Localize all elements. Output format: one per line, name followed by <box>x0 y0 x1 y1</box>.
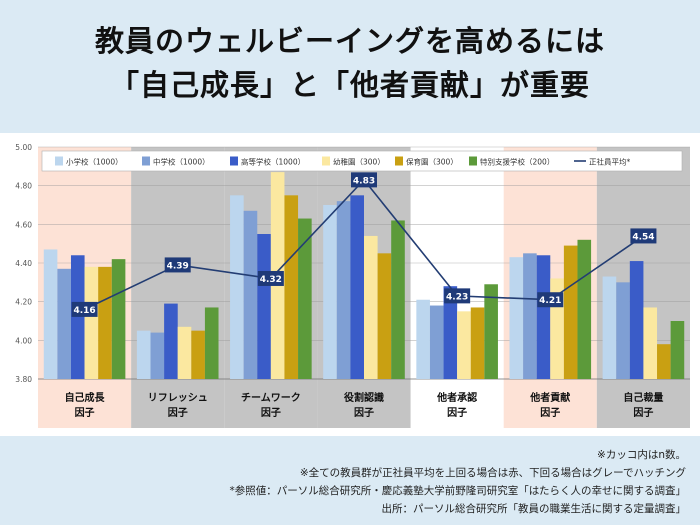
category-sublabel-1: 因子 <box>168 407 188 419</box>
footnote-source: 出所：パーソル総合研究所「教員の職業生活に関する定量調査」 <box>381 503 687 515</box>
avg-value-label: 4.21 <box>539 296 561 306</box>
y-tick-label: 5.00 <box>15 143 32 152</box>
category-label-2: チームワーク <box>241 392 301 404</box>
wellbeing-factor-chart: 4.16 4.39 4.32 4.83 4.23 4.21 4.54 3.80 4.00 4.2… <box>15 143 690 428</box>
bar-5-5 <box>577 239 592 379</box>
bar-1-5 <box>204 307 219 379</box>
category-sublabel-3: 因子 <box>354 407 374 419</box>
avg-marker-2 <box>257 270 284 286</box>
legend-label-3: 幼稚園（300） <box>333 157 385 167</box>
legend-swatch-3 <box>322 156 330 166</box>
legend-label-5: 特別支援学校（200） <box>480 157 554 167</box>
bar-0-1 <box>57 268 71 379</box>
bar-0-4 <box>98 266 112 379</box>
avg-value-label: 4.39 <box>167 261 189 271</box>
category-label-6: 自己裁量 <box>623 391 663 404</box>
bar-4-3 <box>457 311 471 379</box>
legend-swatch-4 <box>395 156 403 166</box>
bar-5-4 <box>563 245 578 379</box>
bar-4-0 <box>416 299 430 379</box>
chart-card: 4.16 4.39 4.32 4.83 4.23 4.21 4.54 3.80 4.00 4.2… <box>0 133 700 436</box>
bar-3-2 <box>350 195 364 379</box>
legend-box <box>41 150 683 172</box>
avg-marker-1 <box>164 257 191 273</box>
legend-swatch-1 <box>142 156 150 166</box>
category-sublabel-6: 因子 <box>633 407 653 419</box>
category-sublabel-0: 因子 <box>75 407 95 419</box>
category-sublabel-5: 因子 <box>540 407 560 419</box>
bar-1-4 <box>191 330 205 379</box>
bar-4-5 <box>484 284 498 379</box>
legend-label-0: 小学校（1000） <box>66 157 123 167</box>
category-band-1 <box>131 147 225 428</box>
bar-2-4 <box>284 195 299 379</box>
bar-6-2 <box>629 261 644 379</box>
bar-4-1 <box>429 305 444 379</box>
avg-marker-6 <box>630 228 657 244</box>
category-label-0: 自己成長 <box>65 391 106 404</box>
footnote-hatching: ※全ての教員群が正社員平均を上回る場合は赤、下回る場合はグレーでハッチング <box>299 467 686 479</box>
avg-marker-3 <box>351 172 377 188</box>
category-sublabel-2: 因子 <box>261 407 281 419</box>
bar-5-1 <box>523 253 537 379</box>
avg-value-label: 4.83 <box>353 176 375 186</box>
bar-3-5 <box>391 220 405 379</box>
y-tick-label: 4.00 <box>15 336 32 345</box>
category-label-3: 役割認識 <box>344 391 384 404</box>
bar-3-0 <box>323 205 337 379</box>
y-tick-label: 4.20 <box>15 298 32 307</box>
bar-0-2 <box>70 255 85 379</box>
avg-marker-5 <box>537 292 564 308</box>
bar-6-5 <box>670 321 685 379</box>
legend-swatch-5 <box>469 156 477 166</box>
legend-label-1: 中学校（1000） <box>153 157 210 167</box>
bar-0-3 <box>84 266 99 379</box>
avg-value-label: 4.54 <box>632 232 654 242</box>
y-tick-label: 4.40 <box>15 259 32 268</box>
category-label-1: リフレッシュ <box>148 392 208 404</box>
footnote-reference: *参照値：パーソル総合研究所・慶応義塾大学前野隆司研究室「はたらく人の幸せに関す… <box>229 485 686 497</box>
bar-0-0 <box>43 249 58 379</box>
bar-2-5 <box>298 218 312 379</box>
headline-line-1: 教員のウェルビーイングを高めるには <box>94 24 605 58</box>
avg-value-label: 4.23 <box>446 292 468 302</box>
y-tick-label: 4.80 <box>15 182 32 191</box>
avg-marker-4 <box>444 288 471 304</box>
bar-5-0 <box>509 257 524 379</box>
bar-3-1 <box>336 201 351 379</box>
bar-1-2 <box>164 303 178 379</box>
avg-marker-0 <box>71 301 98 317</box>
legend-swatch-2 <box>230 156 238 166</box>
bar-1-3 <box>177 326 192 379</box>
legend-label-4: 保育園（300） <box>406 157 458 167</box>
bar-6-0 <box>602 276 617 379</box>
bar-6-4 <box>657 344 671 379</box>
legend-label-2: 高等学校（1000） <box>241 157 305 167</box>
y-tick-label: 4.60 <box>15 220 32 229</box>
bar-2-2 <box>257 234 271 379</box>
footnotes: ※カッコ内はn数。 ※全ての教員群が正社員平均を上回る場合は赤、下回る場合はグレ… <box>229 446 686 518</box>
category-label-4: 他者承認 <box>436 391 477 404</box>
y-tick-label: 3.80 <box>15 375 32 384</box>
bar-6-1 <box>616 282 630 379</box>
bar-6-3 <box>643 307 658 379</box>
avg-value-label: 4.32 <box>260 275 282 285</box>
bar-0-5 <box>111 259 126 379</box>
bar-5-2 <box>536 255 551 379</box>
avg-value-label: 4.16 <box>73 306 95 316</box>
footnote-sample-size: ※カッコ内はn数。 <box>597 449 686 461</box>
bar-2-1 <box>243 210 258 379</box>
headline-line-2: 「自己成長」と「他者貢献」が重要 <box>109 68 590 102</box>
bar-4-2 <box>443 286 458 379</box>
legend-line-label: 正社員平均* <box>589 157 630 167</box>
bar-1-1 <box>150 332 165 379</box>
category-sublabel-4: 因子 <box>447 407 467 419</box>
bar-1-0 <box>136 330 151 379</box>
bar-3-3 <box>364 235 378 379</box>
legend-swatch-0 <box>55 156 63 166</box>
bar-3-4 <box>377 253 392 379</box>
bar-2-0 <box>230 195 244 379</box>
category-label-5: 他者貢献 <box>529 391 570 404</box>
bar-4-4 <box>470 307 485 379</box>
